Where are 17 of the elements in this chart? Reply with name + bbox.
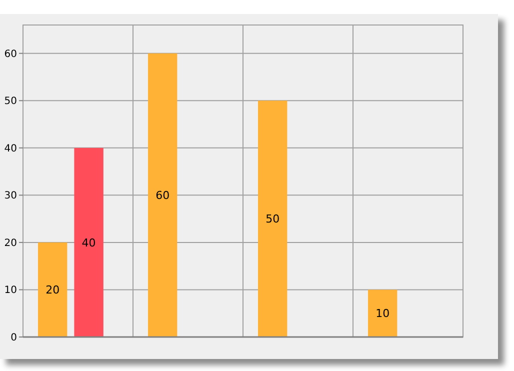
- data-label: 50: [266, 212, 280, 226]
- y-tick-label: 0: [10, 332, 17, 344]
- data-label: 60: [156, 189, 170, 202]
- bar: [368, 290, 398, 337]
- data-label: 20: [46, 284, 60, 297]
- y-tick-label: 10: [4, 285, 17, 296]
- y-tick-label: 40: [4, 143, 17, 154]
- data-label: 10: [376, 307, 390, 320]
- data-label: 40: [82, 236, 96, 250]
- y-tick-label: 20: [4, 238, 17, 249]
- y-tick-label: 30: [4, 190, 17, 202]
- y-tick-label: 50: [4, 96, 17, 108]
- bar: [38, 242, 68, 337]
- y-tick-label: 60: [4, 48, 17, 60]
- bar: [258, 100, 288, 337]
- bar: [148, 53, 178, 337]
- bar: [74, 148, 104, 337]
